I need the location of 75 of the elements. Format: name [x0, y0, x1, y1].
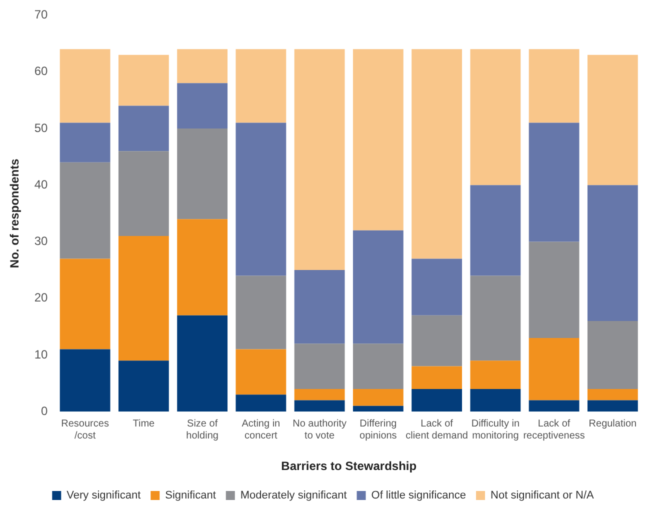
- bar: [528, 338, 580, 400]
- bar: [177, 315, 228, 412]
- bar: [352, 388, 404, 406]
- bar: [470, 276, 521, 361]
- bar: [177, 83, 228, 128]
- bar: [60, 49, 110, 123]
- legend-label: Very significant: [66, 490, 141, 502]
- bar: [587, 400, 638, 412]
- bar: [528, 122, 580, 242]
- y-tick-label: 30: [34, 234, 48, 248]
- bar: [177, 219, 228, 316]
- bar: [294, 400, 345, 412]
- bar: [587, 185, 638, 321]
- bar: [60, 258, 110, 350]
- bar: [236, 394, 286, 412]
- y-tick-label: 20: [34, 290, 48, 305]
- x-tick-label: No authority to vote: [292, 418, 347, 442]
- x-tick-label: Resources /cost: [61, 418, 109, 442]
- bar: [60, 122, 110, 162]
- bar: [236, 122, 286, 276]
- bar: [118, 151, 169, 236]
- y-tick-label: 0: [41, 404, 48, 418]
- bar: [118, 106, 169, 152]
- x-tick-label: Size of holding: [186, 418, 218, 442]
- x-tick-label: Difficulty in monitoring: [471, 418, 520, 442]
- y-tick-label: 50: [34, 120, 48, 135]
- bar: [412, 388, 462, 412]
- bar: [118, 360, 169, 412]
- bar: [587, 388, 638, 400]
- bar: [294, 344, 345, 389]
- x-tick-label: Lack of receptiveness: [523, 418, 585, 442]
- legend-label: Not significant or N/A: [490, 490, 595, 502]
- bar: [412, 366, 462, 389]
- legend-label: Moderately significant: [240, 490, 347, 502]
- bar: [118, 54, 169, 106]
- bar: [294, 270, 345, 344]
- bar: [587, 320, 638, 389]
- bar: [352, 49, 404, 230]
- bar: [236, 49, 286, 123]
- bar: [177, 128, 228, 220]
- legend-label: Of little significance: [371, 490, 466, 502]
- x-tick-label: Differing opinions: [360, 418, 397, 442]
- bar: [412, 49, 462, 259]
- bar: [177, 49, 228, 84]
- bar: [470, 185, 521, 276]
- bar: [528, 242, 580, 338]
- x-tick-label: Regulation: [588, 418, 637, 430]
- y-tick-label: 40: [34, 177, 48, 192]
- bar: [352, 230, 404, 344]
- bar: [528, 49, 580, 123]
- bar: [236, 349, 286, 395]
- bar: [470, 388, 521, 412]
- bar: [118, 236, 169, 361]
- bar: [587, 54, 638, 186]
- bar: [294, 49, 345, 270]
- bar: [236, 276, 286, 350]
- legend-label: Significant: [165, 490, 216, 502]
- y-tick-label: 60: [34, 64, 48, 78]
- y-tick-label: 10: [34, 347, 48, 362]
- bar: [528, 400, 580, 412]
- bar: [60, 349, 110, 412]
- bar: [294, 388, 345, 400]
- bar: [352, 406, 404, 412]
- bar: [470, 360, 521, 389]
- bar: [412, 258, 462, 316]
- y-axis-title: No. of respondents: [8, 158, 22, 268]
- bar: [352, 344, 404, 389]
- bar: [60, 162, 110, 259]
- y-tick-label: 70: [34, 8, 48, 22]
- x-tick-label: Lack of client demand: [406, 418, 468, 442]
- x-axis-title: Barriers to Stewardship: [281, 459, 417, 474]
- bar: [470, 49, 521, 186]
- bar: [412, 315, 462, 366]
- x-tick-label: Time: [132, 418, 156, 430]
- x-tick-label: Acting in concert: [242, 418, 280, 442]
